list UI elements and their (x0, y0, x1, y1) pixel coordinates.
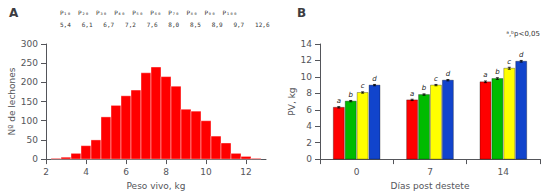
svg-text:0: 0 (32, 154, 38, 164)
svg-text:300: 300 (21, 39, 38, 49)
svg-text:Peso vivo, kg: Peso vivo, kg (126, 181, 185, 191)
svg-text:b: b (348, 91, 353, 99)
svg-text:a: a (410, 90, 414, 98)
svg-text:Nº de lechones: Nº de lechones (7, 67, 17, 135)
svg-text:100: 100 (21, 116, 38, 126)
svg-text:2: 2 (306, 138, 312, 148)
svg-text:a: a (483, 71, 487, 79)
svg-text:0: 0 (306, 154, 312, 164)
svg-text:4: 4 (83, 167, 89, 177)
svg-text:8: 8 (306, 88, 312, 98)
svg-text:7: 7 (427, 167, 433, 177)
svg-text:50: 50 (27, 135, 39, 145)
svg-text:c: c (361, 82, 365, 90)
svg-text:12: 12 (301, 55, 312, 65)
svg-text:14: 14 (498, 167, 510, 177)
svg-text:b: b (495, 68, 500, 76)
svg-text:d: d (519, 51, 524, 59)
svg-text:5,4 6,1 6,7 7,2 7,6: 5,4 6,1 6,7 7,2 7,6 8,0 8,5 8,9 9,7 12,6 (60, 21, 270, 28)
svg-text:ᵃ,ᵇp<0,05: ᵃ,ᵇp<0,05 (506, 30, 540, 38)
svg-text:d: d (446, 70, 451, 78)
svg-text:6: 6 (306, 105, 312, 115)
svg-text:250: 250 (21, 58, 38, 68)
svg-text:12: 12 (240, 167, 251, 177)
svg-text:c: c (434, 75, 438, 83)
svg-text:0: 0 (354, 167, 360, 177)
svg-text:2: 2 (43, 167, 49, 177)
svg-text:10: 10 (200, 167, 212, 177)
svg-text:Días post destete: Días post destete (391, 181, 470, 191)
svg-text:b: b (422, 84, 427, 92)
svg-text:B: B (297, 6, 306, 20)
svg-text:d: d (372, 75, 377, 83)
svg-text:150: 150 (21, 97, 38, 107)
svg-text:200: 200 (21, 77, 38, 87)
svg-text:c: c (507, 58, 511, 66)
svg-text:6: 6 (123, 167, 129, 177)
svg-text:PV, kg: PV, kg (287, 87, 297, 115)
svg-text:4: 4 (306, 121, 312, 131)
svg-text:8: 8 (163, 167, 169, 177)
svg-text:a: a (337, 97, 341, 105)
svg-text:10: 10 (301, 72, 313, 82)
svg-text:A: A (9, 6, 19, 20)
svg-text:14: 14 (301, 39, 313, 49)
svg-text:P₁₀ P₂₀ P₃₀ P₄₀ P₅₀ P₆₀: P₁₀ P₂₀ P₃₀ P₄₀ P₅₀ P₆₀ P₇₀ P₈₀ P₉₀ P₁₀₀ (60, 9, 237, 16)
